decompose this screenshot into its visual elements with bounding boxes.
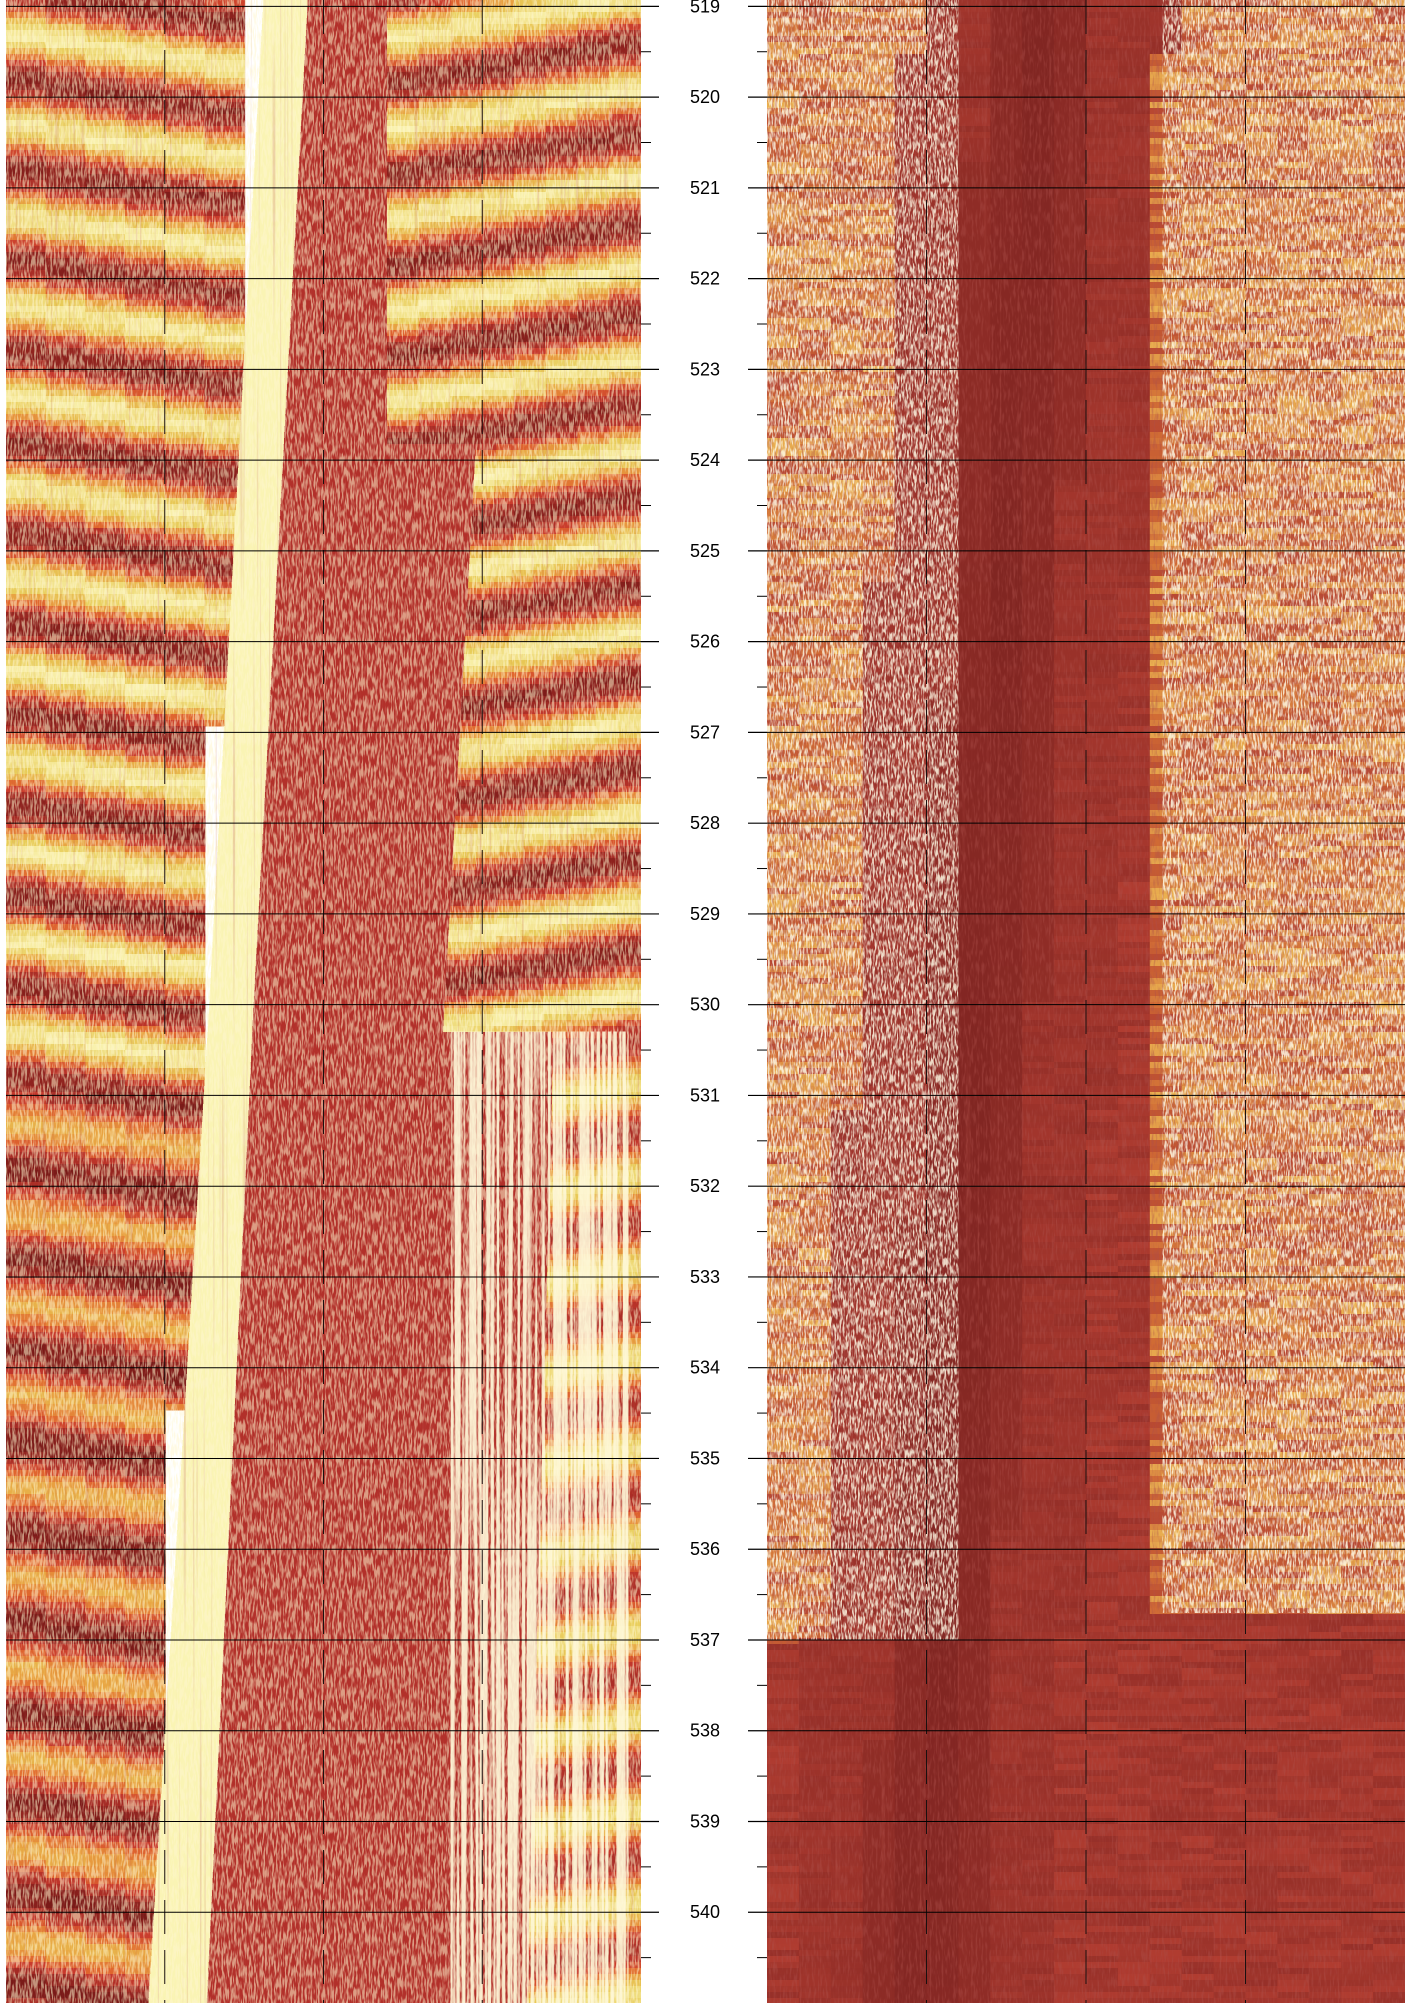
left-image-track [6,0,641,2003]
